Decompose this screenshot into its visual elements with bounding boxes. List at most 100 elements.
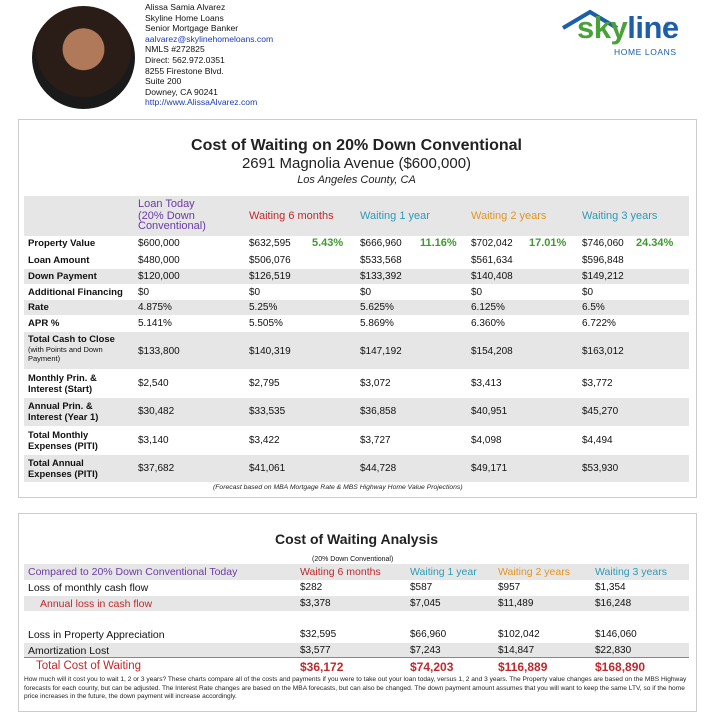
apr-label: APR %: [28, 318, 60, 329]
pct-change-y2: 17.01%: [529, 237, 567, 249]
rate-y2: 6.125%: [471, 302, 505, 313]
header-band: [24, 196, 689, 236]
loan-amount-label: Loan Amount: [28, 255, 90, 266]
analysis-subtitle: (20% Down Conventional): [312, 556, 394, 563]
row-band-down: [24, 269, 689, 284]
total-annual-expenses-label: Total Annual Expenses (PITI): [28, 457, 98, 479]
logo-wordmark: skyline: [577, 10, 679, 45]
annual-pi-m6: $33,535: [249, 406, 286, 417]
cash-to-close-today: $133,800: [138, 346, 180, 357]
analysis-header-band: [24, 564, 689, 580]
rate-today: 4.875%: [138, 302, 172, 313]
down-payment-m6: $126,519: [249, 271, 291, 282]
analysis-header-m6: Waiting 6 months: [300, 566, 381, 578]
header-loan-today-sub2: Conventional): [138, 220, 206, 232]
annual-loss-y1: $7,045: [410, 598, 441, 609]
loss-monthly-m6: $282: [300, 582, 323, 593]
additional-financing-y1: $0: [360, 287, 372, 298]
total-cost-y1: $74,203: [410, 660, 454, 674]
appreciation-loss-y1: $66,960: [410, 629, 447, 640]
pct-change-y3: 24.34%: [636, 237, 674, 249]
rate-y1: 5.625%: [360, 302, 394, 313]
cash-to-close-y1: $147,192: [360, 346, 402, 357]
rate-label: Rate: [28, 302, 49, 313]
row-band-api: [24, 398, 689, 426]
additional-financing-today: $0: [138, 287, 150, 298]
header-loan-today: Loan Today: [138, 198, 195, 210]
annual-pi-today: $30,482: [138, 406, 175, 417]
agent-contact: Alissa Samia Alvarez Skyline Home Loans …: [145, 2, 273, 108]
loan-amount-m6: $506,076: [249, 255, 291, 266]
row-band-rate: [24, 300, 689, 315]
header-loan-today-sub1: (20% Down: [138, 210, 195, 222]
loan-amount-y1: $533,568: [360, 255, 402, 266]
loss-monthly-y3: $1,354: [595, 582, 626, 593]
appreciation-loss-label: Loss in Property Appreciation: [28, 629, 165, 641]
monthly-pi-today: $2,540: [138, 378, 169, 389]
roof-icon: [561, 9, 619, 30]
loan-amount-y3: $596,848: [582, 255, 624, 266]
amortization-lost-y2: $14,847: [498, 645, 535, 656]
logo-registered-mark: ®: [665, 22, 671, 29]
amortization-lost-m6: $3,577: [300, 645, 331, 656]
analysis-header-y1: Waiting 1 year: [410, 566, 477, 578]
loss-monthly-label: Loss of monthly cash flow: [28, 582, 149, 594]
agent-title: Senior Mortgage Banker: [145, 23, 239, 34]
cash-to-close-y2: $154,208: [471, 346, 513, 357]
analysis-title: Cost of Waiting Analysis: [274, 531, 439, 547]
additional-financing-y2: $0: [471, 287, 483, 298]
agent-email-link[interactable]: aalvarez@skylinehomeloans.com: [145, 33, 274, 44]
total-monthly-expenses-y1: $3,727: [360, 435, 391, 446]
cash-to-close-label: Total Cash to Close (with Points and Dow…: [28, 333, 115, 363]
agent-website-link[interactable]: http://www.AlissaAlvarez.com: [145, 97, 258, 108]
logo-subtitle: HOME LOANS: [614, 47, 677, 57]
down-payment-y2: $140,408: [471, 271, 513, 282]
annual-pi-y2: $40,951: [471, 406, 508, 417]
annual-pi-label: Annual Prin. & Interest (Year 1): [28, 400, 99, 422]
total-annual-expenses-y3: $53,930: [582, 463, 619, 474]
total-cost-m6: $36,172: [300, 660, 344, 674]
down-payment-label: Down Payment: [28, 271, 97, 282]
total-cost-y3: $168,890: [595, 660, 646, 674]
total-cost-y2: $116,889: [498, 660, 548, 674]
header-waiting-3-years: Waiting 3 years: [582, 210, 658, 222]
additional-financing-y3: $0: [582, 287, 594, 298]
total-annual-expenses-today: $37,682: [138, 463, 175, 474]
total-monthly-expenses-today: $3,140: [138, 435, 169, 446]
cost-header: Cost of Waiting on 20% Down Conventional…: [18, 137, 695, 186]
amortization-lost-label: Amortization Lost: [28, 645, 110, 657]
monthly-pi-y1: $3,072: [360, 378, 391, 389]
analysis-header-y2: Waiting 2 years: [498, 566, 570, 578]
annual-loss-label: Annual loss in cash flow: [40, 598, 153, 610]
annual-loss-m6: $3,378: [300, 598, 331, 609]
apr-y1: 5.869%: [360, 318, 394, 329]
down-payment-today: $120,000: [138, 271, 180, 282]
agent-phone: Direct: 562.972.0351: [145, 54, 225, 65]
additional-financing-label: Additional Financing: [28, 287, 123, 298]
county-label: Los Angeles County, CA: [297, 174, 416, 186]
monthly-pi-label: Monthly Prin. & Interest (Start): [28, 372, 97, 394]
analysis-band-annual: [24, 596, 689, 611]
loan-amount-y2: $561,634: [471, 255, 513, 266]
down-payment-y3: $149,212: [582, 271, 624, 282]
amortization-lost-y3: $22,830: [595, 645, 632, 656]
total-annual-expenses-y2: $49,171: [471, 463, 508, 474]
property-value-today: $600,000: [138, 238, 180, 249]
amortization-lost-y1: $7,243: [410, 645, 441, 656]
annual-pi-y3: $45,270: [582, 406, 619, 417]
cash-to-close-y3: $163,012: [582, 346, 624, 357]
agent-address-1: 8255 Firestone Blvd.: [145, 65, 224, 76]
analysis-header-y3: Waiting 3 years: [595, 566, 667, 578]
annual-pi-y1: $36,858: [360, 406, 397, 417]
property-value-label: Property Value: [28, 238, 96, 249]
total-annual-expenses-y1: $44,728: [360, 463, 397, 474]
rate-m6: 5.25%: [249, 302, 278, 313]
cash-to-close-m6: $140,319: [249, 346, 291, 357]
property-value-y1: $666,960: [360, 238, 402, 249]
agent-nmls: NMLS #272825: [145, 44, 205, 55]
total-divider: [24, 657, 689, 658]
loan-amount-today: $480,000: [138, 255, 180, 266]
skyline-logo: skyline ® HOME LOANS: [557, 6, 679, 60]
cost-title: Cost of Waiting on 20% Down Conventional: [191, 137, 522, 154]
total-annual-expenses-m6: $41,061: [249, 463, 286, 474]
